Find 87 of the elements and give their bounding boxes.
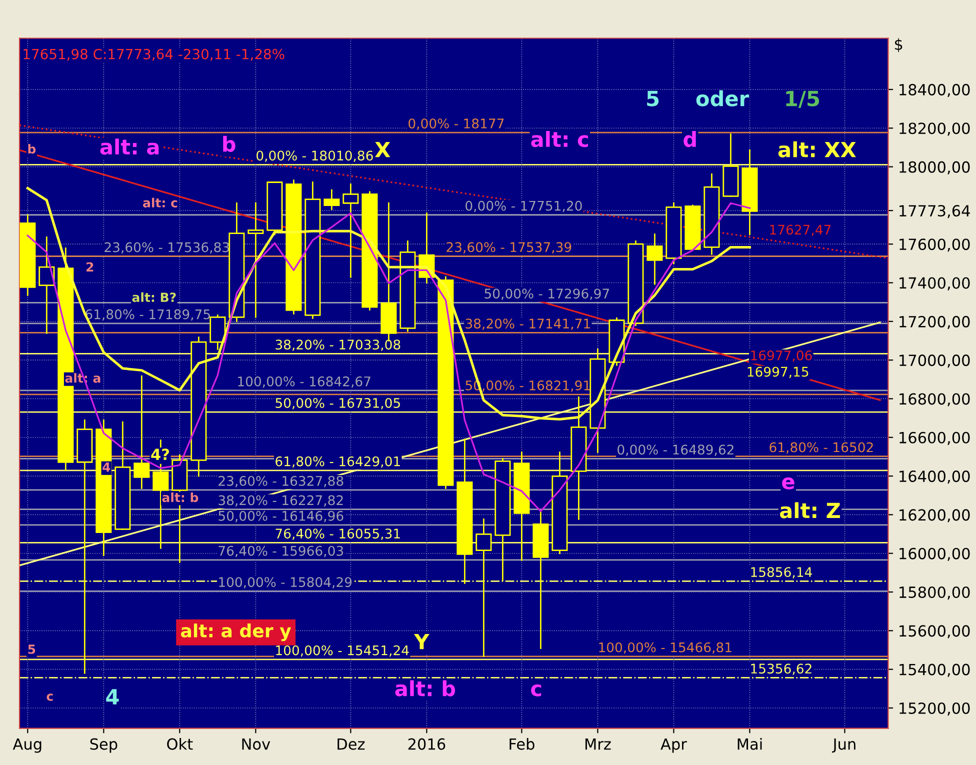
y-tick-label: 16600,00 [900, 432, 970, 445]
annotation: 50,00% - 16146,96 [218, 510, 344, 522]
annotation: c [531, 684, 542, 696]
annotation: d [684, 130, 696, 148]
candlestick [134, 375, 150, 489]
annotation: alt: XX [778, 141, 856, 158]
x-tick-label: Dez [338, 738, 365, 750]
annotation: alt: b [395, 680, 456, 696]
annotation: b [28, 144, 36, 154]
candlestick [38, 236, 55, 334]
annotation: alt: a der y [181, 624, 292, 642]
annotation: b [223, 136, 236, 152]
annotation: 100,00% - 15804,29 [219, 577, 352, 588]
x-tick-label: Apr [660, 738, 687, 753]
x-tick-label: Nov [242, 738, 270, 750]
annotation: 50,00% - 16731,05 [276, 398, 400, 410]
y-axis-title: $ [894, 38, 902, 52]
annotation: 50,00% - 17296,97 [484, 288, 609, 300]
y-tick-label: 15400,00 [900, 664, 970, 677]
annotation: 76,40% - 16055,31 [276, 528, 400, 540]
y-tick-label: 15800,00 [900, 586, 970, 600]
x-tick-label: Mai [738, 738, 762, 750]
candlestick [248, 202, 264, 318]
annotation: 23,60% - 16327,88 [218, 476, 344, 488]
annotation: 100,00% - 15466,81 [599, 642, 732, 654]
x-tick-label: Okt [167, 738, 193, 750]
candlestick [342, 183, 359, 278]
annotation: 4 [106, 689, 119, 704]
annotation: 2 [86, 262, 94, 272]
annotation: 4 [102, 462, 110, 472]
y-tick-label: 17400,00 [900, 277, 970, 290]
y-tick-label: 18200,00 [900, 122, 970, 136]
annotation: alt: B? [132, 292, 176, 302]
y-tick-label: 15600,00 [900, 625, 970, 638]
y-tick-label: 16200,00 [900, 509, 970, 522]
x-tick-label: Sep [90, 738, 118, 753]
annotation: 17627,47 [770, 224, 831, 236]
annotation: alt: a [100, 138, 159, 155]
annotation: e [782, 477, 794, 490]
y-tick-label: 18400,00 [900, 84, 970, 98]
y-tick-label: 16800,00 [900, 393, 970, 406]
y-tick-label: 16400,00 [900, 470, 970, 484]
annotation: 61,80% - 16502 [770, 442, 873, 454]
annotation: oder [696, 90, 750, 106]
x-tick-label: Aug [12, 738, 42, 753]
annotation: 0,00% - 18010,86 [256, 150, 373, 162]
y-tick-label: 18000,00 [900, 161, 970, 174]
x-tick-label: 2016 [408, 738, 446, 750]
x-tick-label: Feb [510, 738, 534, 750]
x-tick-label: Jun [832, 738, 856, 753]
annotation: 15856,14 [751, 567, 812, 578]
annotation: X [374, 142, 390, 158]
annotation: 76,40% - 15966,03 [218, 546, 344, 558]
annotation: alt: c [531, 130, 588, 148]
annotation: alt: c [143, 198, 178, 208]
y-tick-label: 17200,00 [900, 316, 970, 329]
annotation: 17651,98 C:17773,64 -230,11 -1,28% [24, 48, 284, 61]
annotation: 1/5 [786, 90, 820, 108]
annotation: 61,80% - 16429,01 [276, 456, 400, 468]
annotation: 5 [647, 90, 659, 106]
annotation: 16997,15 [748, 366, 808, 378]
y-tick-label: 17773,64 [900, 205, 970, 218]
annotation: 5 [28, 644, 36, 654]
annotation: 0,00% - 17751,20 [466, 200, 582, 212]
annotation: 38,20% - 17033,08 [276, 340, 400, 351]
annotation: 38,20% - 16227,82 [218, 495, 343, 507]
annotation: 0,00% - 16489,62 [618, 444, 734, 456]
annotation: 0,00% - 18177 [408, 118, 504, 130]
x-tick-label: Mrz [585, 738, 611, 750]
annotation: 4? [151, 448, 169, 460]
annotation: 16977,06 [751, 350, 812, 362]
y-tick-label: 15200,00 [900, 702, 970, 716]
annotation: 38,20% - 17141,71 [466, 318, 590, 330]
candlestick [476, 518, 492, 657]
annotation: 23,60% - 17537,39 [446, 242, 572, 254]
annotation: 15356,62 [751, 664, 812, 675]
annotation: 100,00% - 16842,67 [238, 376, 370, 388]
y-tick-label: 17600,00 [900, 238, 970, 252]
annotation: Y [414, 634, 430, 650]
y-tick-label: 17000,00 [900, 354, 970, 368]
annotation: alt: Z [780, 502, 840, 518]
y-tick-label: 16000,00 [900, 548, 970, 561]
annotation: c [46, 694, 53, 701]
candlestick [646, 234, 663, 285]
annotation: alt: b [162, 492, 198, 502]
annotation: 100,00% - 15451,24 [276, 645, 409, 657]
candlestick [324, 189, 340, 210]
